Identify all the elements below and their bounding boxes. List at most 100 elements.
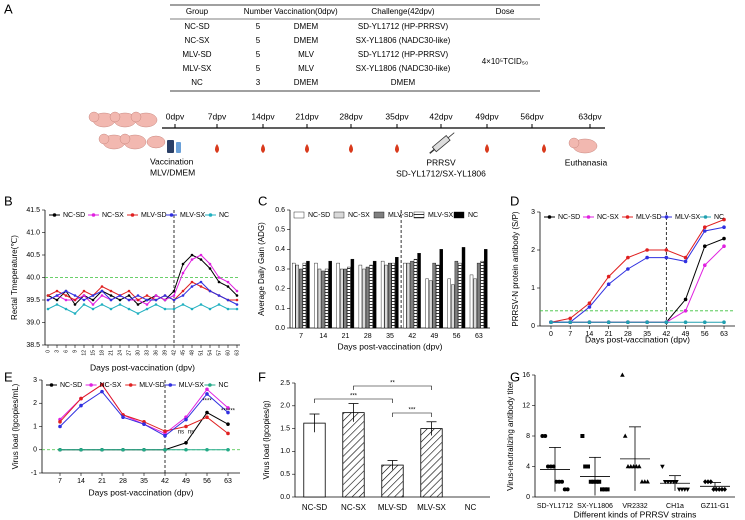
bar xyxy=(428,280,433,329)
bar xyxy=(347,266,351,329)
data-point xyxy=(703,479,708,485)
data-point xyxy=(606,320,611,325)
data-point xyxy=(184,417,188,422)
data-point xyxy=(708,479,713,485)
syringe-icon xyxy=(429,132,455,154)
data-point xyxy=(208,267,212,270)
x-tick-label: 49 xyxy=(182,478,190,485)
data-point xyxy=(121,447,125,452)
data-point xyxy=(46,294,50,297)
timeline-label: 42dpv xyxy=(429,111,453,121)
data-point xyxy=(683,255,688,260)
y-tick-label: 2.5 xyxy=(280,380,290,387)
data-point xyxy=(118,303,122,306)
timeline-label: 28dpv xyxy=(339,111,363,121)
data-point xyxy=(190,307,194,311)
bar xyxy=(302,262,307,329)
x-tick-label: 7 xyxy=(299,333,303,340)
data-point xyxy=(705,479,711,485)
x-tick-label: CH1a xyxy=(666,503,684,510)
table-header: Group xyxy=(186,7,209,16)
data-point xyxy=(587,305,592,309)
significance-bracket xyxy=(392,412,432,417)
bar xyxy=(484,249,488,329)
data-point xyxy=(606,274,611,279)
y-tick-label: 2 xyxy=(531,247,535,254)
x-tick-label: 21 xyxy=(605,331,613,338)
data-point xyxy=(591,479,596,484)
data-point xyxy=(184,424,188,429)
legend-label: MLV-SX xyxy=(179,382,204,389)
x-tick-label: 14 xyxy=(319,333,327,340)
legend-marker xyxy=(208,213,213,217)
data-point xyxy=(587,320,592,325)
data-point xyxy=(136,298,140,302)
y-tick-label: 41.5 xyxy=(26,207,40,214)
x-tick-label: 28 xyxy=(364,333,372,340)
x-tick-label: 39 xyxy=(162,350,168,356)
y-tick-label: 1.0 xyxy=(280,448,290,455)
significance: ** xyxy=(390,381,395,387)
data-point xyxy=(645,320,649,325)
table-cell: DMEM xyxy=(294,78,319,87)
bar xyxy=(381,464,404,498)
data-point xyxy=(100,303,104,306)
timeline-label: 14dpv xyxy=(251,111,275,121)
data-point xyxy=(145,298,149,302)
y-tick-label: 0.4 xyxy=(275,246,285,253)
panel-label: C xyxy=(258,193,267,208)
bar xyxy=(403,262,407,329)
data-point xyxy=(205,415,209,420)
data-point xyxy=(594,479,599,484)
y-tick-label: 3 xyxy=(531,209,535,216)
legend-marker xyxy=(168,383,173,387)
data-point xyxy=(711,486,716,492)
data-point xyxy=(217,294,221,297)
bar xyxy=(406,262,411,329)
x-tick-label: 63 xyxy=(720,331,728,338)
x-tick-label: 35 xyxy=(643,331,651,338)
data-point xyxy=(205,447,209,452)
data-point xyxy=(722,225,726,229)
vaccine-label: MLV/DMEM xyxy=(150,167,195,177)
data-point xyxy=(645,248,649,252)
x-tick-label: 33 xyxy=(144,350,150,356)
series-line xyxy=(59,383,229,434)
legend-label: MLV-SD xyxy=(636,214,662,221)
significance: ****** xyxy=(221,409,236,415)
y-tick-label: 2.0 xyxy=(280,403,290,410)
table-cell: NC-SD xyxy=(184,22,210,31)
data-point xyxy=(208,307,212,311)
y-tick-label: 0 xyxy=(33,447,37,454)
x-axis-label: Days post-vaccination (dpv) xyxy=(90,362,195,372)
x-tick-label: 6 xyxy=(63,350,69,353)
legend-label: NC xyxy=(468,212,478,219)
data-point xyxy=(109,294,113,297)
x-tick-label: 42 xyxy=(171,350,177,356)
bar xyxy=(365,266,370,329)
table-cell: SD-YL1712 (HP-PRRSV) xyxy=(358,50,449,59)
bar xyxy=(469,274,474,329)
panel-label: A xyxy=(4,1,13,16)
data-point xyxy=(568,316,573,321)
x-axis-label: Days post-vaccination (dpv) xyxy=(585,334,690,344)
table-cell: DMEM xyxy=(294,22,319,31)
legend-label: NC-SD xyxy=(63,212,85,219)
data-point xyxy=(702,225,707,229)
data-point xyxy=(172,294,176,297)
data-point xyxy=(55,294,59,297)
data-point xyxy=(205,387,209,392)
data-point xyxy=(154,298,158,302)
significance: **** xyxy=(202,399,212,405)
data-point xyxy=(145,307,149,311)
x-tick-label: 28 xyxy=(624,331,632,338)
data-point xyxy=(664,255,669,260)
data-point xyxy=(548,464,553,469)
data-point xyxy=(620,372,625,377)
data-point xyxy=(91,307,95,311)
data-point xyxy=(163,429,167,433)
x-tick-label: MLV-SX xyxy=(417,503,446,512)
y-tick-label: 0.6 xyxy=(275,207,285,214)
bar xyxy=(340,268,344,329)
data-point xyxy=(664,248,669,252)
